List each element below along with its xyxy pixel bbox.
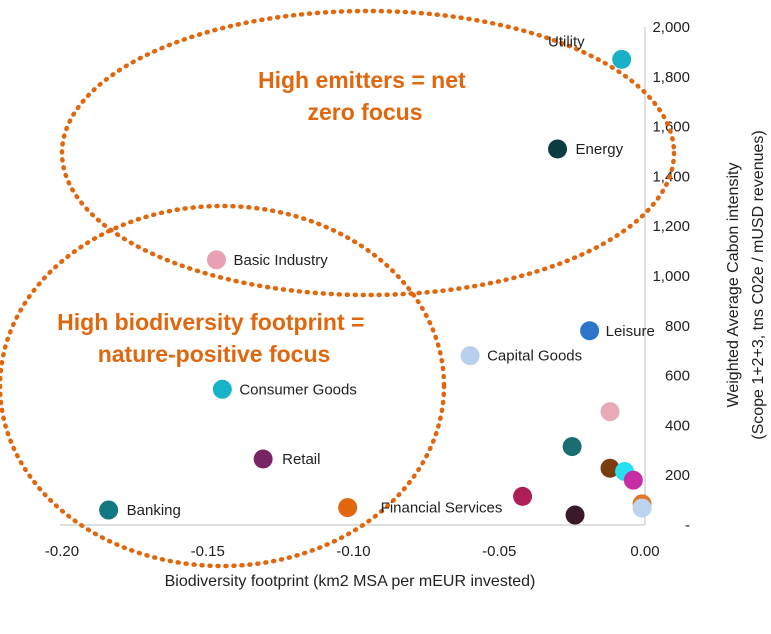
x-tick-label: -0.15 [191, 543, 225, 560]
x-axis-title: Biodiversity footprint (km2 MSA per mEUR… [165, 573, 536, 590]
high-biodiversity-ellipse [0, 203, 447, 569]
point-label: Energy [576, 141, 624, 158]
point-labels: Utility Energy Basic Industry Leisure Capita… [127, 33, 655, 519]
point-label: Utility [548, 33, 585, 50]
high-emitters-ellipse [59, 8, 677, 298]
point-label: Financial Services [381, 500, 503, 517]
y-tick-label: - [685, 517, 690, 534]
data-point [565, 505, 585, 525]
point-banking [99, 500, 119, 520]
y-tick-label: 1,600 [652, 119, 690, 136]
x-tick-label: 0.00 [630, 543, 659, 560]
y-axis-title-line1: Weighted Average Cabon intensity [725, 163, 742, 408]
data-point [513, 486, 533, 506]
x-tick-label: -0.10 [336, 543, 370, 560]
point-utility [612, 49, 632, 69]
axes [60, 27, 646, 526]
y-tick-label: 800 [665, 318, 690, 335]
y-axis-title: Weighted Average Cabon intensity (Scope … [725, 130, 767, 440]
data-point [600, 402, 620, 422]
x-tick-label: -0.20 [45, 543, 79, 560]
point-consumer-goods [212, 379, 232, 399]
point-label: Leisure [606, 323, 655, 340]
point-retail [253, 449, 273, 469]
point-label: Capital Goods [487, 348, 582, 365]
y-tick-label: 1,000 [652, 268, 690, 285]
data-point [600, 458, 620, 478]
x-tick-labels: -0.20 -0.15 -0.10 -0.05 0.00 [45, 543, 660, 560]
point-energy [548, 139, 568, 159]
point-leisure [580, 321, 600, 341]
point-capital-goods [460, 346, 480, 366]
data-point [623, 470, 643, 490]
callout-high-emitters: High emitters = net zero focus [258, 67, 472, 125]
point-basic-industry [206, 250, 226, 270]
callout-high-biodiversity: High biodiversity footprint = nature-pos… [57, 309, 371, 367]
y-tick-label: 1,800 [652, 69, 690, 86]
data-points [99, 49, 652, 525]
y-tick-label: 2,000 [652, 19, 690, 36]
y-tick-labels: -2004006008001,0001,2001,4001,6001,8002,… [652, 19, 690, 534]
data-point [632, 498, 652, 518]
y-tick-label: 400 [665, 417, 690, 434]
point-label: Basic Industry [233, 252, 328, 269]
y-tick-label: 200 [665, 467, 690, 484]
y-axis-title-line2: (Scope 1+2+3, tns C02e / mUSD revenues) [750, 130, 767, 440]
data-point [562, 437, 582, 457]
point-label: Retail [282, 451, 320, 468]
y-tick-label: 600 [665, 368, 690, 385]
point-label: Banking [127, 502, 181, 519]
point-label: Consumer Goods [239, 381, 357, 398]
point-financial-services [338, 498, 358, 518]
x-tick-label: -0.05 [482, 543, 516, 560]
y-tick-label: 1,200 [652, 218, 690, 235]
